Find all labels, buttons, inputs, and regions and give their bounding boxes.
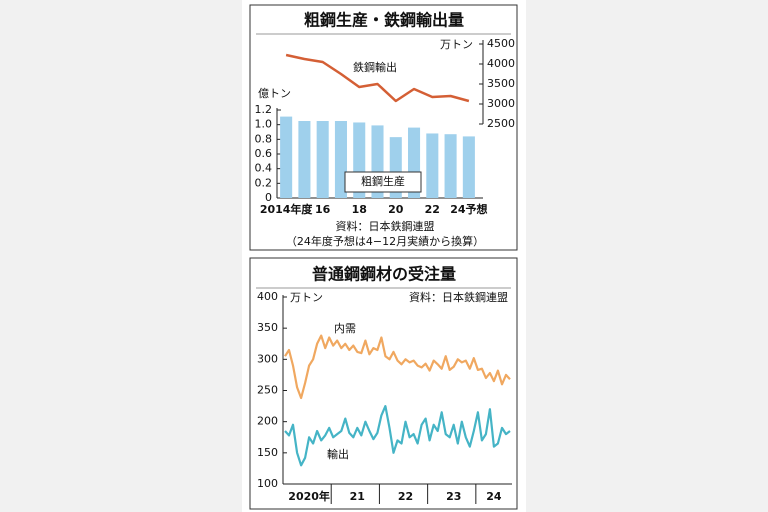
label-box xyxy=(344,171,422,193)
y-tick-label: 0.6 xyxy=(255,147,273,160)
bar xyxy=(462,136,475,198)
x-tick-label: 21 xyxy=(350,490,365,503)
source: 資料：日本鉄鋼連盟 xyxy=(409,290,508,304)
frame xyxy=(249,4,518,251)
x-tick-label: 16 xyxy=(315,203,331,216)
y-tick-label: 200 xyxy=(257,415,278,428)
y-axis-unit: 億トン xyxy=(258,87,291,100)
y2-tick-label: 2500 xyxy=(487,117,515,130)
y-tick-label: 1.0 xyxy=(255,118,273,131)
bar xyxy=(334,121,347,198)
note: （24年度予想は4−12月実績から換算） xyxy=(286,234,484,248)
y-tick-label: 100 xyxy=(257,477,278,490)
bar xyxy=(444,134,457,198)
y2-tick-label: 3000 xyxy=(487,97,515,110)
y-tick-label: 350 xyxy=(257,321,278,334)
x-tick-label: 23 xyxy=(446,490,461,503)
frame xyxy=(249,257,518,510)
y-tick-label: 1.2 xyxy=(255,103,273,116)
y2-tick-label: 3500 xyxy=(487,77,515,90)
x-tick-label: 2020年 xyxy=(288,489,330,503)
series-label: 内需 xyxy=(334,321,356,335)
y-tick-label: 0.2 xyxy=(255,176,273,189)
y-tick-label: 0.4 xyxy=(255,162,273,175)
bar xyxy=(426,133,439,198)
y2-tick-label: 4500 xyxy=(487,37,515,50)
line xyxy=(285,53,470,103)
line xyxy=(284,334,511,400)
x-tick-label: 24 xyxy=(486,490,502,503)
bar xyxy=(298,121,311,198)
y-tick-label: 400 xyxy=(257,290,278,303)
source: 資料：日本鉄鋼連盟 xyxy=(336,219,435,233)
chart-title: 普通鋼鋼材の受注量 xyxy=(312,265,456,284)
y-axis-unit: 万トン xyxy=(290,291,323,304)
series-label: 鉄鋼輸出 xyxy=(353,60,397,74)
x-tick-label: 22 xyxy=(425,203,440,216)
x-tick-label: 18 xyxy=(352,203,367,216)
y-tick-label: 0.8 xyxy=(255,132,273,145)
y-tick-label: 250 xyxy=(257,384,278,397)
bar xyxy=(280,116,293,198)
y-tick-label: 150 xyxy=(257,446,278,459)
series-label: 輸出 xyxy=(327,447,349,461)
bar xyxy=(316,121,329,198)
y-tick-label: 300 xyxy=(257,352,278,365)
panel xyxy=(242,0,526,512)
x-tick-label: 2014年度 xyxy=(260,202,314,216)
x-tick-label: 20 xyxy=(388,203,404,216)
x-tick-label: 22 xyxy=(398,490,413,503)
y2-axis-unit: 万トン xyxy=(440,38,473,51)
chart-title: 粗鋼生産・鉄鋼輸出量 xyxy=(304,11,464,30)
series-label: 粗鋼生産 xyxy=(361,174,405,188)
y2-tick-label: 4000 xyxy=(487,57,515,70)
y-tick-label: 0 xyxy=(265,191,272,204)
line xyxy=(284,405,511,467)
x-tick-label: 24予想 xyxy=(450,202,487,216)
